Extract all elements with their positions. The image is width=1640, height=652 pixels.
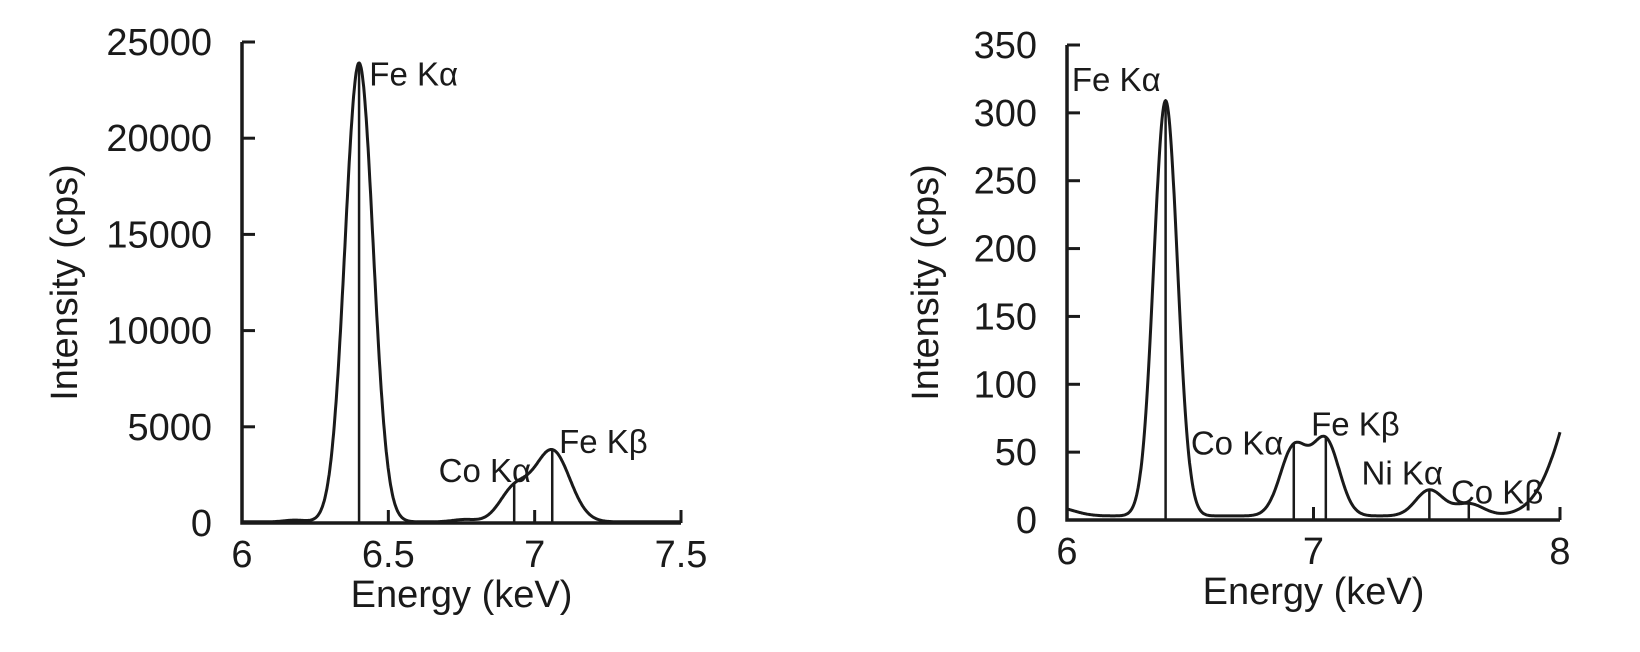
x-tick-label: 6: [231, 534, 252, 576]
axis-spines: [1065, 45, 1560, 522]
peak-annotation: Co Kα: [439, 452, 531, 489]
y-tick-label: 15000: [106, 214, 212, 256]
y-tick-label: 250: [974, 161, 1037, 203]
peak-annotation: Fe Kβ: [1311, 406, 1400, 443]
y-tick-label: 10000: [106, 311, 212, 353]
xrf-spectrum-chart-left: 6 6.5 7 7.5 0 5000 10000 15000 20000 25000 Energy …: [44, 22, 707, 616]
y-tick-label: 100: [974, 364, 1037, 406]
y-tick-label: 50: [995, 432, 1037, 474]
x-tick-label: 7.5: [655, 534, 708, 576]
xrf-spectrum-chart-right: 6 7 8 0 50 100 150 200 250 300 350 Energy (keV) Inte…: [905, 25, 1571, 613]
y-tick-label: 0: [1016, 500, 1037, 542]
y-tick-label: 300: [974, 93, 1037, 135]
x-tick-label: 8: [1549, 531, 1570, 573]
x-tick-label: 6.5: [362, 534, 415, 576]
y-tick-label: 20000: [106, 118, 212, 160]
spectrum-curve: [1066, 99, 1562, 518]
peak-annotation: Co Kβ: [1451, 474, 1543, 511]
peak-annotation: Ni Kα: [1362, 455, 1443, 492]
y-tick-label: 350: [974, 25, 1037, 67]
x-tick-label: 6: [1056, 531, 1077, 573]
x-tick-label: 7: [1303, 531, 1324, 573]
x-axis-title: Energy (keV): [351, 574, 573, 616]
y-axis-title: Intensity (cps): [905, 164, 947, 401]
y-axis-title: Intensity (cps): [44, 164, 86, 401]
y-tick-label: 5000: [127, 407, 212, 449]
y-tick-label: 200: [974, 229, 1037, 271]
y-tick-label: 0: [191, 503, 212, 545]
x-tick-label: 7: [524, 534, 545, 576]
peak-annotation: Fe Kα: [369, 56, 458, 93]
x-axis-title: Energy (keV): [1203, 571, 1425, 613]
peak-annotation: Fe Kβ: [559, 423, 648, 460]
y-tick-label: 25000: [106, 22, 212, 64]
peak-annotation: Fe Kα: [1072, 61, 1161, 98]
y-tick-label: 150: [974, 296, 1037, 338]
peak-annotation: Co Kα: [1191, 425, 1283, 462]
